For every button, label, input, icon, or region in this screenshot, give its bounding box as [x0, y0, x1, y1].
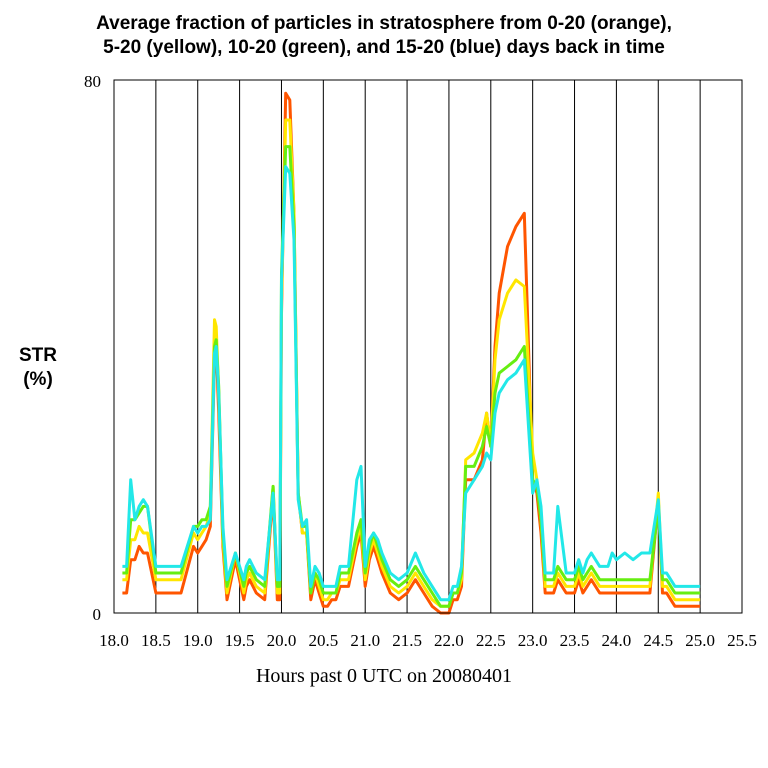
- x-tick-label-14: 25.0: [685, 631, 715, 650]
- x-tick-label-2: 19.0: [183, 631, 213, 650]
- plot-frame: [113, 79, 743, 614]
- y-tick-label-top: 80: [84, 72, 101, 91]
- x-tick-label-10: 23.0: [518, 631, 548, 650]
- x-tick-label-15: 25.5: [727, 631, 757, 650]
- series-line-3: [122, 165, 701, 602]
- vertical-grid-lines: [155, 80, 701, 613]
- x-tick-label-1: 18.5: [141, 631, 171, 650]
- x-tick-label-5: 20.5: [308, 631, 338, 650]
- series-lines: [122, 91, 701, 615]
- y-axis-label-line-1: STR: [19, 345, 57, 366]
- x-tick-label-13: 24.5: [643, 631, 673, 650]
- x-tick-label-9: 22.5: [476, 631, 506, 650]
- x-axis-label: Hours past 0 UTC on 20080401: [256, 665, 512, 687]
- x-tick-label-4: 20.0: [267, 631, 297, 650]
- x-tick-label-3: 19.5: [225, 631, 255, 650]
- x-tick-label-7: 21.5: [392, 631, 422, 650]
- x-tick-label-8: 22.0: [434, 631, 464, 650]
- y-tick-label-bottom: 0: [93, 605, 102, 624]
- x-tick-labels: 18.0 18.5 19.0 19.5 20.0 20.5 21.0 21.5 22.0 22.5…: [99, 631, 757, 650]
- series-line-2: [122, 145, 701, 608]
- chart-title-line-2: 5-20 (yellow), 10-20 (green), and 15-20 …: [103, 37, 665, 58]
- x-tick-label-6: 21.0: [350, 631, 380, 650]
- x-tick-label-12: 24.0: [602, 631, 632, 650]
- y-axis-label-line-2: (%): [23, 369, 53, 390]
- x-tick-label-0: 18.0: [99, 631, 129, 650]
- chart-title-line-1: Average fraction of particles in stratos…: [96, 13, 672, 34]
- x-tick-label-11: 23.5: [560, 631, 590, 650]
- series-line-0: [122, 91, 701, 615]
